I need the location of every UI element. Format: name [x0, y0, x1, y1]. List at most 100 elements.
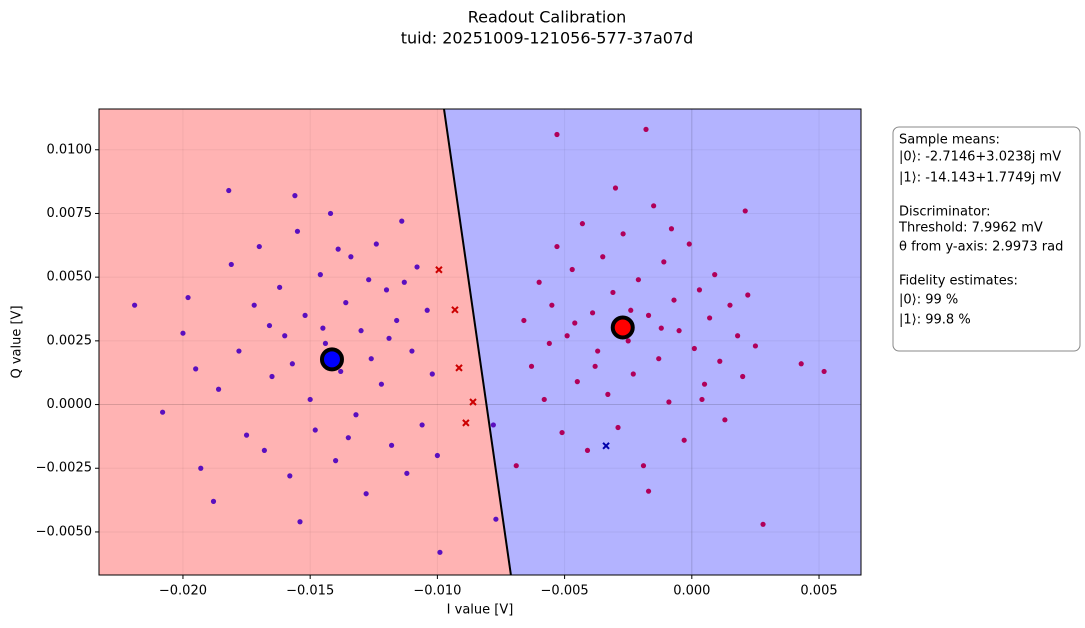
point	[399, 218, 405, 224]
chart-subtitle: tuid: 20251009-121056-577-37a07d	[401, 29, 694, 48]
point	[645, 312, 652, 318]
point	[640, 463, 647, 469]
point	[625, 338, 631, 344]
point	[630, 371, 636, 377]
point	[185, 294, 191, 301]
point	[676, 328, 682, 334]
point	[429, 371, 435, 377]
misclassified-point	[455, 364, 463, 372]
point	[592, 363, 598, 369]
point	[236, 348, 242, 354]
point	[226, 187, 232, 194]
misclassified-point	[469, 398, 477, 406]
point	[541, 396, 547, 403]
misclassified-point	[451, 306, 459, 314]
point	[572, 320, 578, 326]
y-tick-label: 0.0050	[47, 270, 93, 285]
info-line: |0⟩: 99 %	[899, 293, 958, 308]
point	[752, 343, 759, 349]
point	[289, 361, 295, 367]
point	[493, 516, 499, 522]
point	[696, 287, 703, 293]
point	[589, 310, 596, 316]
point	[322, 340, 329, 347]
point	[198, 465, 204, 471]
info-line: Sample means:	[899, 133, 1000, 148]
point	[701, 381, 708, 387]
point	[635, 277, 641, 283]
point	[338, 368, 344, 375]
point	[668, 226, 675, 232]
point	[363, 491, 369, 497]
point	[335, 246, 341, 252]
point	[727, 302, 733, 308]
decision-boundary	[443, 108, 512, 576]
point	[717, 358, 723, 364]
y-axis-label: Q value [V]	[10, 305, 25, 378]
x-axis-label: I value [V]	[447, 603, 514, 618]
point	[656, 356, 662, 362]
point	[671, 297, 677, 303]
point	[760, 521, 766, 527]
point	[160, 409, 166, 415]
point	[645, 488, 652, 494]
point	[691, 345, 697, 352]
point	[513, 463, 519, 469]
point	[297, 519, 303, 525]
point	[745, 292, 751, 298]
point	[210, 498, 217, 504]
point	[584, 447, 591, 454]
point	[292, 193, 298, 199]
point	[312, 427, 318, 433]
info-line: |1⟩: 99.8 %	[899, 313, 971, 328]
point	[722, 417, 728, 423]
point	[414, 264, 420, 270]
info-line: Fidelity estimates:	[899, 274, 1018, 289]
point	[266, 322, 273, 329]
point	[643, 126, 649, 132]
point	[712, 272, 718, 278]
point	[327, 210, 334, 217]
point	[434, 452, 440, 459]
point	[521, 317, 527, 324]
info-line: Discriminator:	[899, 205, 991, 220]
point	[546, 340, 552, 347]
point	[228, 261, 234, 268]
misclassified-point	[462, 419, 470, 427]
point	[261, 447, 267, 454]
point	[307, 396, 313, 403]
point	[699, 396, 705, 403]
point	[287, 473, 293, 479]
x-tick-label: 0.005	[800, 584, 837, 599]
point	[343, 300, 349, 306]
mean-point	[319, 347, 344, 372]
point	[251, 302, 257, 308]
point	[681, 437, 687, 443]
y-tick-label: 0.0025	[47, 333, 93, 348]
point	[269, 373, 275, 380]
point	[277, 284, 283, 290]
point	[215, 386, 222, 392]
point	[378, 381, 385, 387]
info-box	[892, 126, 1081, 352]
point	[345, 435, 351, 441]
point	[666, 399, 672, 405]
y-tick-label: 0.0075	[47, 206, 93, 221]
point	[490, 422, 496, 428]
x-tick-label: −0.020	[159, 584, 207, 599]
point	[132, 302, 138, 308]
point	[554, 131, 560, 138]
x-tick-label: −0.010	[413, 584, 461, 599]
point	[569, 266, 575, 273]
point	[740, 373, 746, 380]
point	[180, 330, 186, 336]
point	[612, 185, 619, 191]
point	[409, 348, 415, 354]
point	[528, 363, 535, 369]
point	[366, 277, 372, 283]
point	[610, 289, 616, 296]
point	[401, 279, 407, 285]
info-line: |1⟩: -14.143+1.7749j mV	[899, 171, 1061, 186]
point	[437, 549, 443, 555]
